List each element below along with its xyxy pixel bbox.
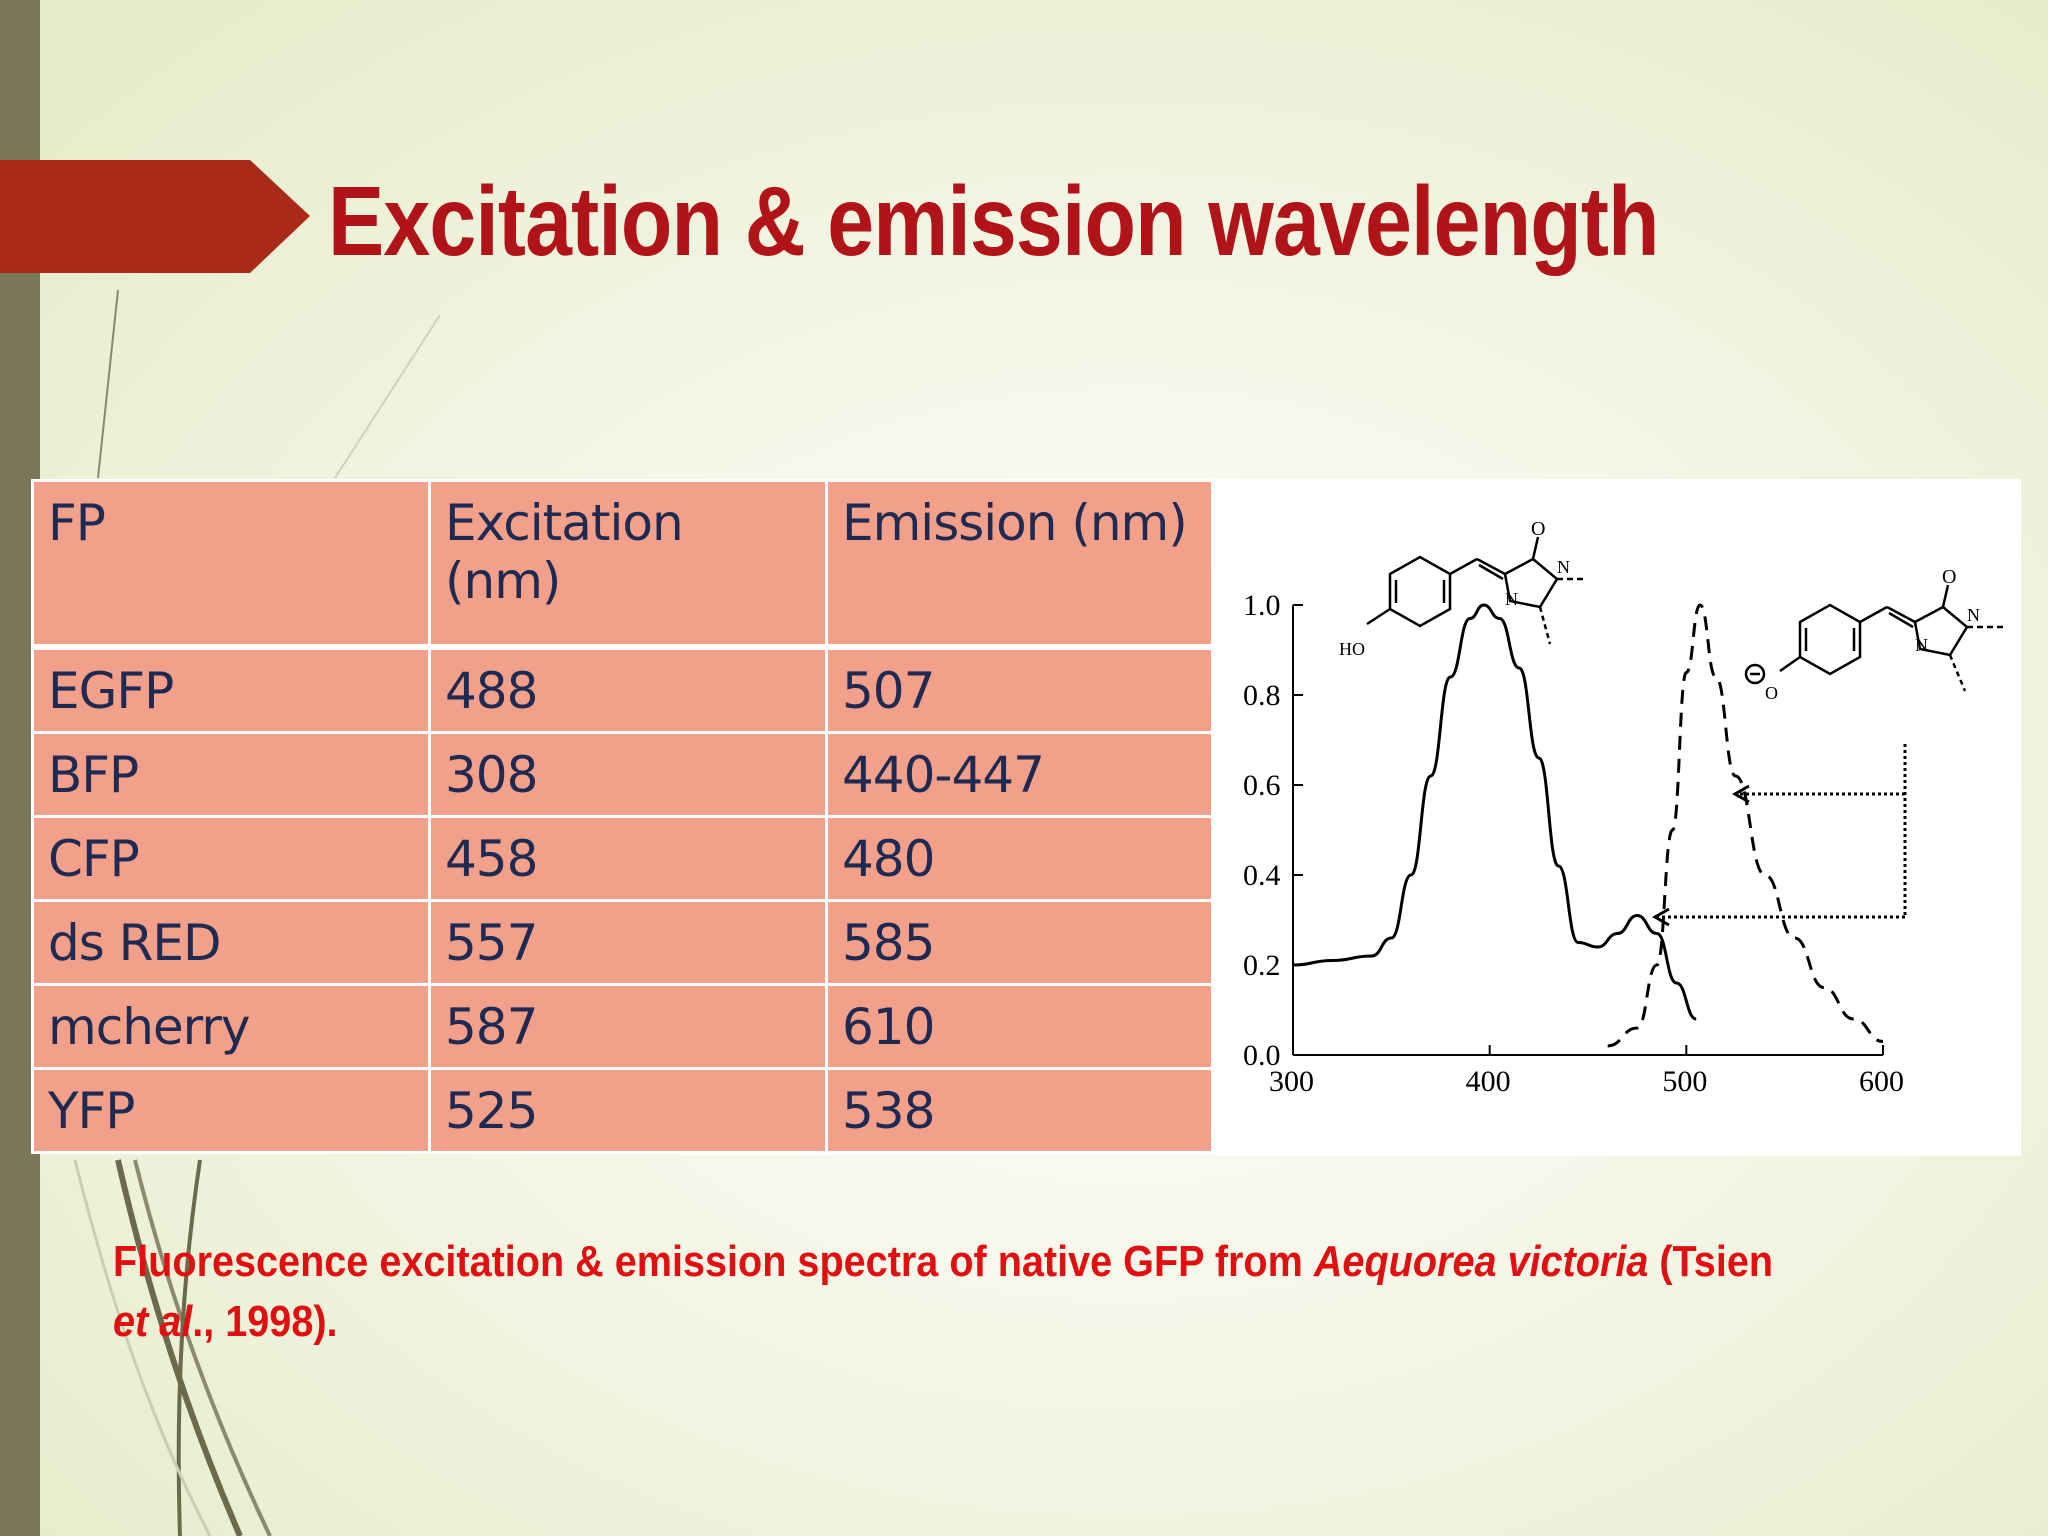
mol-label: O [1942, 566, 1956, 588]
x-tick-label: 500 [1662, 1065, 1707, 1098]
mol-label: O [1531, 518, 1545, 540]
fp-name: YFP [31, 1067, 431, 1154]
fp-name: mcherry [31, 983, 431, 1070]
conversion-arrows [1651, 744, 1907, 927]
caption-text: Fluorescence excitation & emission spect… [113, 1237, 1314, 1286]
table-row: CFP 458 480 [31, 815, 1214, 902]
excitation-curve [1292, 603, 1697, 1021]
emission-curve [1607, 603, 1884, 1048]
fp-name: CFP [31, 815, 431, 902]
table-row: ds RED 557 585 [31, 899, 1214, 986]
x-tick-label: 400 [1466, 1065, 1511, 1098]
header-emission: Emission (nm) [825, 479, 1214, 650]
excitation-value: 587 [428, 983, 828, 1070]
title-arrow-shape [0, 160, 310, 273]
fp-name: EGFP [31, 645, 431, 734]
excitation-value: 525 [428, 1067, 828, 1154]
mol-label: HO [1339, 639, 1365, 659]
y-tick-label: 1.0 [1243, 589, 1281, 622]
x-tick-label: 300 [1269, 1065, 1314, 1098]
y-tick-label: 0.0 [1243, 1039, 1281, 1072]
caption-species: Aequorea victoria [1313, 1237, 1649, 1286]
y-tick-label: 0.6 [1243, 769, 1281, 802]
emission-value: 440-447 [825, 731, 1214, 818]
emission-value: 538 [825, 1067, 1214, 1154]
emission-value: 610 [825, 983, 1214, 1070]
caption-text: ., 1998). [192, 1297, 338, 1346]
y-tick-label: 0.2 [1243, 949, 1281, 982]
mol-label: N [1557, 557, 1570, 577]
caption-etal: et al [113, 1297, 193, 1346]
chromophore-anion-structure [1744, 584, 2005, 692]
table-header-row: FP Excitation (nm) Emission (nm) [31, 479, 1214, 650]
excitation-value: 557 [428, 899, 828, 986]
caption-text: (Tsien [1648, 1237, 1774, 1286]
y-tick-label: 0.8 [1243, 679, 1281, 712]
emission-value: 585 [825, 899, 1214, 986]
mol-label: N [1967, 605, 1980, 625]
mol-label: O [1765, 683, 1778, 703]
emission-value: 507 [825, 645, 1214, 734]
slide-title: Excitation & emission wavelength [328, 166, 1660, 276]
header-excitation: Excitation (nm) [428, 479, 828, 650]
table-row: EGFP 488 507 [31, 645, 1214, 734]
fp-name: ds RED [31, 899, 431, 986]
fp-name: BFP [31, 731, 431, 818]
excitation-value: 458 [428, 815, 828, 902]
chromophore-neutral-structure [1366, 536, 1585, 645]
header-fp: FP [31, 479, 431, 650]
emission-value: 480 [825, 815, 1214, 902]
mol-label: N [1915, 635, 1928, 655]
spectra-figure: 1.0 0.8 0.6 0.4 0.2 0.0 300 400 500 600 HO O N N [1215, 479, 2021, 1156]
excitation-value: 308 [428, 731, 828, 818]
table-row: YFP 525 538 [31, 1067, 1214, 1154]
y-tick-label: 0.4 [1243, 859, 1281, 892]
x-tick-label: 600 [1859, 1065, 1904, 1098]
table-row: mcherry 587 610 [31, 983, 1214, 1070]
mol-label: N [1505, 589, 1518, 609]
table-row: BFP 308 440-447 [31, 731, 1214, 818]
figure-caption: Fluorescence excitation & emission spect… [113, 1232, 1814, 1352]
excitation-value: 488 [428, 645, 828, 734]
fp-table: FP Excitation (nm) Emission (nm) EGFP 48… [31, 479, 1214, 1154]
